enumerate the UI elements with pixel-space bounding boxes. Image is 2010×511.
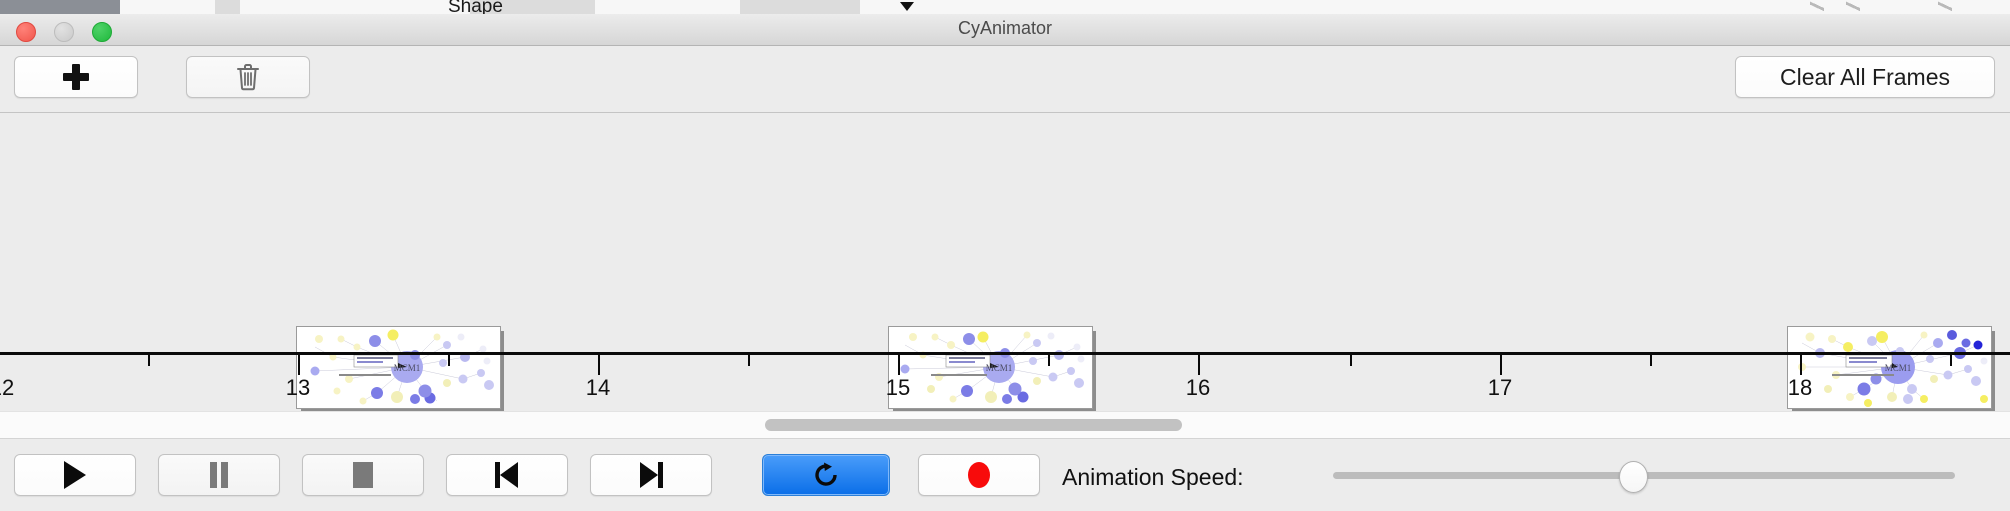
close-button[interactable] xyxy=(16,22,36,42)
skip-forward-button[interactable] xyxy=(590,454,712,496)
timeline-scrollbar[interactable] xyxy=(0,411,2010,439)
axis-tick-label: 18 xyxy=(1787,375,1813,400)
frame-thumbnail: MCM1 xyxy=(1787,326,1992,409)
timeline-axis xyxy=(0,352,2010,355)
record-button[interactable] xyxy=(918,454,1040,496)
stop-icon xyxy=(353,462,373,488)
axis-minor-tick xyxy=(448,355,450,366)
axis-minor-tick xyxy=(1650,355,1652,366)
background-cell xyxy=(120,0,216,14)
network-graph-icon: MCM1 xyxy=(1798,330,1988,407)
clear-all-frames-label: Clear All Frames xyxy=(1780,63,1950,90)
animation-speed-slider[interactable] xyxy=(1333,454,1955,496)
add-frame-button[interactable] xyxy=(14,56,138,98)
frame-thumbnail: MCM1 xyxy=(296,326,501,409)
axis-tick-label: 16 xyxy=(1185,375,1211,400)
toolbar: Clear All Frames xyxy=(0,46,2010,113)
svg-text:MCM1: MCM1 xyxy=(1885,363,1912,373)
record-icon xyxy=(968,462,990,488)
pause-icon xyxy=(209,462,229,488)
animation-speed-label: Animation Speed: xyxy=(1062,464,1244,490)
stop-button[interactable] xyxy=(302,454,424,496)
timeline-frame[interactable]: MCM1 xyxy=(1787,326,1995,411)
maximize-button[interactable] xyxy=(92,22,112,42)
axis-major-tick xyxy=(1800,355,1802,375)
background-shape-label: Shape xyxy=(448,0,503,14)
background-cell xyxy=(740,0,861,14)
svg-text:MCM1: MCM1 xyxy=(986,363,1013,373)
background-cell xyxy=(860,0,2010,14)
play-button[interactable] xyxy=(14,454,136,496)
titlebar: CyAnimator xyxy=(0,14,2010,46)
background-slash xyxy=(1846,1,1860,13)
background-slash xyxy=(1810,1,1824,13)
axis-major-tick xyxy=(598,355,600,375)
skip-forward-icon xyxy=(639,462,663,488)
clear-all-frames-button[interactable]: Clear All Frames xyxy=(1735,56,1995,98)
axis-major-tick xyxy=(898,355,900,375)
slider-thumb[interactable] xyxy=(1619,461,1648,493)
background-slash xyxy=(1938,1,1952,13)
pause-button[interactable] xyxy=(158,454,280,496)
axis-minor-tick xyxy=(148,355,150,366)
background-cell xyxy=(240,0,406,14)
timeline-frame[interactable]: MCM1 xyxy=(888,326,1096,411)
axis-major-tick xyxy=(1198,355,1200,375)
playback-controls: Animation Speed: xyxy=(0,438,2010,511)
play-icon xyxy=(64,461,86,489)
skip-back-icon xyxy=(495,462,519,488)
axis-minor-tick xyxy=(1048,355,1050,366)
background-cell xyxy=(215,0,241,14)
frame-thumbnail: MCM1 xyxy=(888,326,1093,409)
axis-major-tick xyxy=(1500,355,1502,375)
window-title: CyAnimator xyxy=(957,18,1053,38)
background-triangle-marker xyxy=(900,2,914,11)
plus-icon xyxy=(63,64,89,90)
svg-text:MCM1: MCM1 xyxy=(394,363,421,373)
timeline-panel[interactable]: MCM1 xyxy=(0,113,2010,411)
delete-frame-button[interactable] xyxy=(186,56,310,98)
axis-tick-label: 17 xyxy=(1487,375,1513,400)
axis-tick-label: 13 xyxy=(285,375,311,400)
timeline-scrollbar-thumb[interactable] xyxy=(765,419,1182,431)
timeline-frame[interactable]: MCM1 xyxy=(296,326,504,411)
background-window-strip: Shape xyxy=(0,0,2010,14)
axis-tick-label: 12 xyxy=(0,375,15,400)
minimize-button[interactable] xyxy=(54,22,74,42)
axis-minor-tick xyxy=(1350,355,1352,366)
axis-minor-tick xyxy=(748,355,750,366)
loop-button[interactable] xyxy=(762,454,890,496)
axis-minor-tick xyxy=(1950,355,1952,366)
axis-tick-label: 14 xyxy=(585,375,611,400)
loop-icon xyxy=(811,460,841,490)
network-graph-icon: MCM1 xyxy=(900,331,1085,404)
trash-icon xyxy=(236,63,260,91)
axis-tick-label: 15 xyxy=(885,375,911,400)
network-graph-icon: MCM1 xyxy=(310,329,494,405)
axis-major-tick xyxy=(298,355,300,375)
background-dark-block xyxy=(0,0,120,14)
axis-title: Seconds xyxy=(0,408,2010,411)
skip-back-button[interactable] xyxy=(446,454,568,496)
background-cell xyxy=(595,0,741,14)
